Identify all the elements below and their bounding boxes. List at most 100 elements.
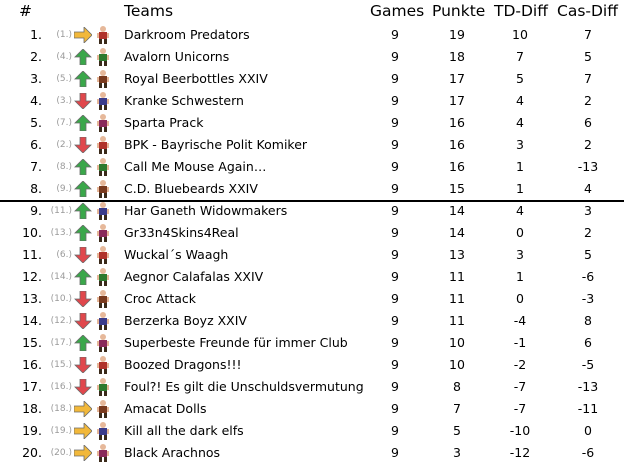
previous-rank-cell: (2.) xyxy=(56,140,72,150)
punkte-cell: 16 xyxy=(449,137,465,152)
header-cas-diff: Cas-Diff xyxy=(557,2,618,20)
team-name: BPK - Bayrische Polit Komiker xyxy=(124,137,308,152)
previous-rank-cell: (7.) xyxy=(56,118,72,128)
rank-cell: 16. xyxy=(22,357,42,372)
previous-rank-cell: (17.) xyxy=(50,338,72,348)
team-name: Black Arachnos xyxy=(124,445,221,460)
previous-rank-cell: (3.) xyxy=(56,96,72,106)
previous-rank-cell: (4.) xyxy=(56,52,72,62)
punkte-cell: 14 xyxy=(449,203,465,218)
table-row: 4. (3.) Kranke Schwestern 9 17 4 2 xyxy=(0,90,624,112)
player-sprite-icon xyxy=(94,25,112,45)
team-name: Kill all the dark elfs xyxy=(124,423,244,438)
player-sprite-icon xyxy=(94,267,112,287)
punkte-cell: 10 xyxy=(449,335,465,350)
arrow-right-icon xyxy=(73,422,93,440)
td-diff-cell: 1 xyxy=(516,269,524,284)
games-cell: 9 xyxy=(391,379,399,394)
team-name: Sparta Prack xyxy=(124,115,204,130)
td-diff-cell: 0 xyxy=(516,291,524,306)
team-name: Croc Attack xyxy=(124,291,196,306)
previous-rank-cell: (18.) xyxy=(50,404,72,414)
td-diff-cell: 3 xyxy=(516,247,524,262)
team-name: Boozed Dragons!!! xyxy=(124,357,242,372)
arrow-up-icon xyxy=(74,202,92,220)
team-name: Avalorn Unicorns xyxy=(124,49,230,64)
previous-rank-cell: (14.) xyxy=(50,272,72,282)
games-cell: 9 xyxy=(391,269,399,284)
team-name: Amacat Dolls xyxy=(124,401,207,416)
arrow-up-icon xyxy=(74,224,92,242)
table-row: 19. (19.) Kill all the dark elfs 9 5 -10 0 xyxy=(0,420,624,442)
team-name: Gr33n4Skins4Real xyxy=(124,225,239,240)
player-sprite-icon xyxy=(94,311,112,331)
previous-rank-cell: (6.) xyxy=(56,250,72,260)
previous-rank-cell: (5.) xyxy=(56,74,72,84)
cas-diff-cell: -13 xyxy=(577,159,599,174)
previous-rank-cell: (9.) xyxy=(56,184,72,194)
punkte-cell: 8 xyxy=(453,379,461,394)
td-diff-cell: -12 xyxy=(509,445,531,460)
table-row: 14. (12.) Berzerka Boyz XXIV 9 11 -4 8 xyxy=(0,310,624,332)
games-cell: 9 xyxy=(391,357,399,372)
rank-cell: 12. xyxy=(22,269,42,284)
cas-diff-cell: 6 xyxy=(584,335,592,350)
rank-cell: 5. xyxy=(30,115,42,130)
previous-rank-cell: (8.) xyxy=(56,162,72,172)
rank-cell: 14. xyxy=(22,313,42,328)
td-diff-cell: 4 xyxy=(516,93,524,108)
cas-diff-cell: 6 xyxy=(584,115,592,130)
arrow-up-icon xyxy=(74,70,92,88)
rank-cell: 9. xyxy=(30,203,42,218)
table-row: 16. (15.) Boozed Dragons!!! 9 10 -2 -5 xyxy=(0,354,624,376)
arrow-up-icon xyxy=(74,114,92,132)
player-sprite-icon xyxy=(94,333,112,353)
td-diff-cell: -7 xyxy=(513,379,527,394)
header-rank: # xyxy=(19,2,32,20)
punkte-cell: 13 xyxy=(449,247,465,262)
cas-diff-cell: 2 xyxy=(584,137,592,152)
games-cell: 9 xyxy=(391,93,399,108)
punkte-cell: 11 xyxy=(449,291,465,306)
rank-cell: 7. xyxy=(30,159,42,174)
cas-diff-cell: 7 xyxy=(584,27,592,42)
standings-table: 1. (1.) Darkroom Predators 9 19 10 7 2. (4.) Aval… xyxy=(0,24,624,464)
arrow-down-icon xyxy=(74,290,92,308)
td-diff-cell: 5 xyxy=(516,71,524,86)
td-diff-cell: -2 xyxy=(513,357,527,372)
arrow-up-icon xyxy=(74,48,92,66)
arrow-up-icon xyxy=(74,158,92,176)
team-name: C.D. Bluebeards XXIV xyxy=(124,181,258,196)
player-sprite-icon xyxy=(94,47,112,67)
punkte-cell: 11 xyxy=(449,269,465,284)
games-cell: 9 xyxy=(391,291,399,306)
player-sprite-icon xyxy=(94,179,112,199)
punkte-cell: 16 xyxy=(449,115,465,130)
team-name: Royal Beerbottles XXIV xyxy=(124,71,268,86)
games-cell: 9 xyxy=(391,335,399,350)
table-row: 11. (6.) Wuckal´s Waagh 9 13 3 5 xyxy=(0,244,624,266)
player-sprite-icon xyxy=(94,69,112,89)
rank-cell: 4. xyxy=(30,93,42,108)
punkte-cell: 17 xyxy=(449,93,465,108)
table-row: 10. (13.) Gr33n4Skins4Real 9 14 0 2 xyxy=(0,222,624,244)
rank-cell: 20. xyxy=(22,445,42,460)
cas-diff-cell: -13 xyxy=(577,379,599,394)
previous-rank-cell: (11.) xyxy=(50,206,72,216)
games-cell: 9 xyxy=(391,137,399,152)
team-name: Call Me Mouse Again… xyxy=(124,159,267,174)
arrow-down-icon xyxy=(74,312,92,330)
previous-rank-cell: (13.) xyxy=(50,228,72,238)
team-name: Superbeste Freunde für immer Club xyxy=(124,335,348,350)
team-name: Aegnor Calafalas XXIV xyxy=(124,269,264,284)
rank-cell: 19. xyxy=(22,423,42,438)
player-sprite-icon xyxy=(94,245,112,265)
arrow-down-icon xyxy=(74,378,92,396)
cas-diff-cell: -6 xyxy=(581,269,595,284)
rank-cell: 8. xyxy=(30,181,42,196)
games-cell: 9 xyxy=(391,423,399,438)
previous-rank-cell: (1.) xyxy=(56,30,72,40)
td-diff-cell: 1 xyxy=(516,181,524,196)
punkte-cell: 19 xyxy=(449,27,465,42)
games-cell: 9 xyxy=(391,401,399,416)
